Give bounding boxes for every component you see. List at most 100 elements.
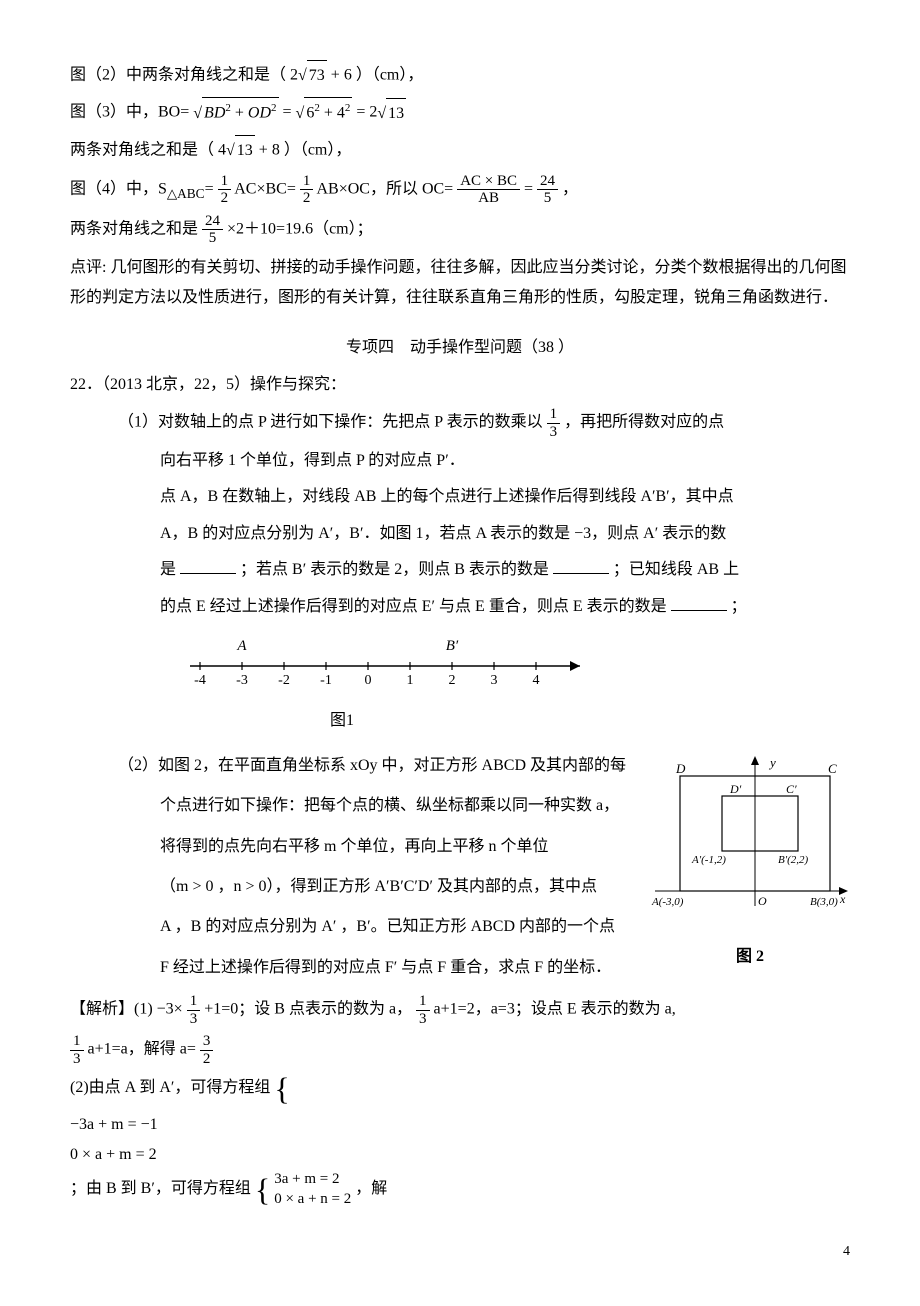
sqrt: BD2 + OD2 — [193, 97, 278, 129]
text: 【解析】(1) −3× — [70, 1001, 183, 1018]
fraction: 245 — [202, 213, 223, 247]
svg-text:4: 4 — [533, 673, 540, 688]
fraction: 13 — [70, 1033, 84, 1067]
radicand: 62 + 42 — [304, 97, 352, 129]
text: +1=0；设 B 点表示的数为 a， — [204, 1001, 412, 1018]
denominator: 2 — [300, 190, 314, 207]
blank-2 — [553, 557, 609, 574]
numerator: 1 — [416, 993, 430, 1011]
svg-text:0: 0 — [365, 673, 372, 688]
text: （1）对数轴上的点 P 进行如下操作：先把点 P 表示的数乘以 — [118, 414, 543, 431]
lbl-D: D — [675, 761, 686, 776]
svg-text:B′: B′ — [446, 638, 459, 654]
eq: −3a + m = −1 — [70, 1110, 850, 1140]
lbl-Dp: D′ — [729, 782, 742, 796]
fraction: AC × BCAB — [457, 173, 520, 207]
svg-text:2: 2 — [449, 673, 456, 688]
radicand: 13 — [235, 135, 255, 166]
denominator: AB — [457, 190, 520, 207]
svg-text:3: 3 — [491, 673, 498, 688]
svg-text:-4: -4 — [194, 673, 206, 688]
numerator: 1 — [547, 406, 561, 424]
brace-icon: { — [274, 1070, 289, 1106]
q1-line6: 的点 E 经过上述操作后得到的对应点 E′ 与点 E 重合，则点 E 表示的数是… — [70, 592, 850, 622]
text: + 8 — [255, 141, 280, 158]
figure-1-caption: 图1 — [70, 706, 850, 736]
lbl-C: C — [828, 761, 837, 776]
denominator: 5 — [202, 230, 223, 247]
radicand: 73 — [307, 60, 327, 91]
radicand: 13 — [386, 98, 406, 129]
denominator: 2 — [200, 1051, 214, 1068]
sqrt: 13 — [377, 98, 406, 129]
text: 图（4）中，S — [70, 180, 167, 197]
numerator: 1 — [300, 173, 314, 191]
denominator: 3 — [547, 424, 561, 441]
text: = 2 — [356, 104, 377, 121]
denominator: 3 — [187, 1011, 201, 1028]
q1-line5: 是 ；若点 B′ 表示的数是 2，则点 B 表示的数是 ；已知线段 AB 上 — [70, 555, 850, 585]
text: 图（2）中两条对角线之和是（ — [70, 66, 286, 83]
text: 两条对角线之和是（ — [70, 141, 214, 158]
text: 两条对角线之和是 — [70, 220, 198, 237]
text: = — [283, 104, 296, 121]
text: ，解 — [355, 1180, 387, 1197]
svg-text:-2: -2 — [278, 673, 290, 688]
para-fig4-diagonals: 两条对角线之和是 245 ×2＋10=19.6（cm）； — [70, 213, 850, 247]
numerator: 1 — [187, 993, 201, 1011]
numerator: 24 — [202, 213, 223, 231]
lbl-B: B(3,0) — [810, 896, 838, 908]
denominator: 2 — [218, 190, 232, 207]
text: ；由 B 到 B′，可得方程组 — [70, 1180, 251, 1197]
figure-2-svg: D y C D′ C′ A′(-1,2) B′(2,2) A(-3,0) O B… — [650, 751, 850, 931]
lbl-Ap: A′(-1,2) — [691, 854, 726, 866]
svg-text:A: A — [236, 638, 247, 654]
q22-heading: 22．（2013 北京，22，5）操作与探究： — [70, 370, 850, 400]
blank-1 — [180, 557, 236, 574]
section-title: 专项四 动手操作型问题（38 ） — [70, 333, 850, 363]
numerator: 1 — [70, 1033, 84, 1051]
svg-text:-3: -3 — [236, 673, 248, 688]
para-comment: 点评: 几何图形的有关剪切、拼接的动手操作问题，往往多解，因此应当分类讨论，分类… — [70, 253, 850, 314]
text: a+1=a，解得 a= — [88, 1041, 196, 1058]
figure-1-numberline: -4 -3 -2 -1 0 1 2 3 4 A B′ — [70, 636, 850, 702]
svg-text:-1: -1 — [320, 673, 332, 688]
fraction: 13 — [416, 993, 430, 1027]
denominator: 3 — [70, 1051, 84, 1068]
text: ×2＋10=19.6（cm）； — [227, 220, 373, 237]
svg-text:1: 1 — [407, 673, 414, 688]
fraction: 32 — [200, 1033, 214, 1067]
numerator: AC × BC — [457, 173, 520, 191]
text: a+1=2，a=3；设点 E 表示的数为 a, — [434, 1001, 676, 1018]
text: ；若点 B′ 表示的数是 2，则点 B 表示的数是 — [240, 561, 549, 578]
text: AC×BC= — [234, 180, 296, 197]
eq: 3a + m = 2 — [274, 1170, 351, 1190]
q1-line4: A，B 的对应点分别为 A′，B′．如图 1，若点 A 表示的数是 −3，则点 … — [70, 519, 850, 549]
text: 4 — [218, 141, 226, 158]
lbl-A: A(-3,0) — [651, 896, 684, 908]
text: (2)由点 A 到 A′，可得方程组 — [70, 1079, 270, 1096]
text: ， — [562, 180, 578, 197]
numberline-svg: -4 -3 -2 -1 0 1 2 3 4 A B′ — [180, 636, 600, 691]
figure-2-wrap: D y C D′ C′ A′(-1,2) B′(2,2) A(-3,0) O B… — [650, 751, 850, 973]
lbl-y: y — [768, 755, 776, 770]
text: 是 — [160, 561, 176, 578]
fraction: 13 — [547, 406, 561, 440]
para-fig2-diagonals: 图（2）中两条对角线之和是（ 273 + 6 ）（cm）， — [70, 60, 850, 91]
answer-part2: (2)由点 A 到 A′，可得方程组 { — [70, 1073, 850, 1103]
answer-line1: 【解析】(1) −3× 13 +1=0；设 B 点表示的数为 a， 13 a+1… — [70, 993, 850, 1027]
text: = — [205, 180, 214, 197]
lbl-O: O — [758, 894, 767, 908]
text: 图（3）中，BO= — [70, 104, 189, 121]
fraction: 13 — [187, 993, 201, 1027]
brace-icon: { — [255, 1172, 270, 1208]
text: ，再把所得数对应的点 — [564, 414, 724, 431]
fraction: 12 — [218, 173, 232, 207]
lbl-Bp: B′(2,2) — [778, 854, 809, 866]
page-number: 4 — [70, 1239, 850, 1266]
text: ；已知线段 AB 上 — [613, 561, 739, 578]
denominator: 3 — [416, 1011, 430, 1028]
lbl-Cp: C′ — [786, 782, 797, 796]
para-fig3-diagonals: 两条对角线之和是（ 413 + 8 ）（cm）， — [70, 135, 850, 166]
para-fig3-bo: 图（3）中，BO= BD2 + OD2 = 62 + 42 = 2 13 — [70, 97, 850, 129]
